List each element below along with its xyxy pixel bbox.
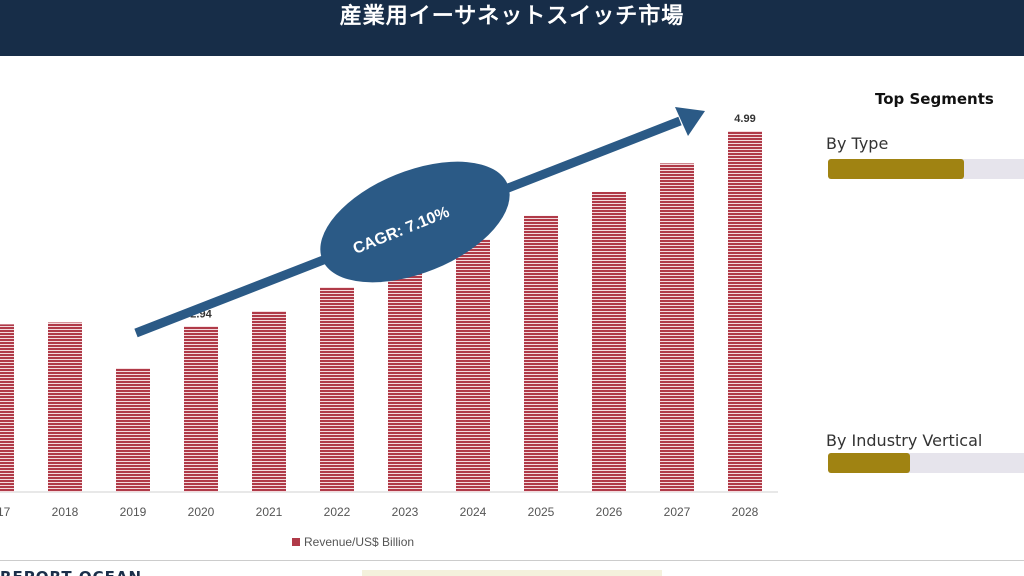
bar-2023 xyxy=(388,263,422,492)
bar-2018 xyxy=(48,322,82,492)
bar-2020 xyxy=(184,326,218,492)
bar-2024 xyxy=(456,239,490,492)
legend-swatch xyxy=(292,538,300,546)
x-tick-2026: 2026 xyxy=(596,505,623,519)
x-tick-2021: 2021 xyxy=(256,505,283,519)
top-segments-title: Top Segments xyxy=(875,90,994,108)
x-tick-2020: 2020 xyxy=(188,505,215,519)
bar-2026 xyxy=(592,191,626,492)
legend: Revenue/US$ Billion xyxy=(292,535,414,549)
legend-label: Revenue/US$ Billion xyxy=(304,535,414,549)
segment-fill-by-type xyxy=(828,159,964,179)
revenue-bar-chart: 2017 2018 2019 2020 2021 2022 2023 2024 2025 2026… xyxy=(0,107,778,549)
x-tick-2024: 2024 xyxy=(460,505,487,519)
x-tick-2017: 2017 xyxy=(0,505,11,519)
segment-bar-by-industry-vertical xyxy=(828,453,1024,473)
bar-2017 xyxy=(0,324,14,492)
x-tick-2027: 2027 xyxy=(664,505,691,519)
footer-mid-graphic xyxy=(362,570,662,576)
segment-label-by-type: By Type xyxy=(826,134,889,153)
segment-fill-by-industry-vertical xyxy=(828,453,910,473)
footer-logo: REPORT OCEAN xyxy=(0,566,142,576)
page-title: 産業用イーサネットスイッチ市場 xyxy=(339,4,685,29)
bar-2021 xyxy=(252,311,286,492)
top-segments-panel: Top Segments By Type By Industry Vertica… xyxy=(790,56,1024,561)
bar-2025 xyxy=(524,215,558,492)
x-tick-2019: 2019 xyxy=(120,505,147,519)
x-tick-2022: 2022 xyxy=(324,505,351,519)
segment-label-by-industry-vertical: By Industry Vertical xyxy=(826,431,983,450)
x-tick-2028: 2028 xyxy=(732,505,759,519)
header-bar: 産業用イーサネットスイッチ市場 xyxy=(0,0,1024,56)
x-tick-2023: 2023 xyxy=(392,505,419,519)
footer-divider xyxy=(0,560,1024,561)
cagr-ellipse xyxy=(320,161,510,283)
bar-2028 xyxy=(728,131,762,492)
x-tick-2018: 2018 xyxy=(52,505,79,519)
data-label-2028: 4.99 xyxy=(734,113,755,125)
segment-bar-by-type xyxy=(828,159,1024,179)
bar-2019 xyxy=(116,368,150,492)
bar-2022 xyxy=(320,287,354,492)
x-tick-2025: 2025 xyxy=(528,505,555,519)
bar-2027 xyxy=(660,163,694,492)
